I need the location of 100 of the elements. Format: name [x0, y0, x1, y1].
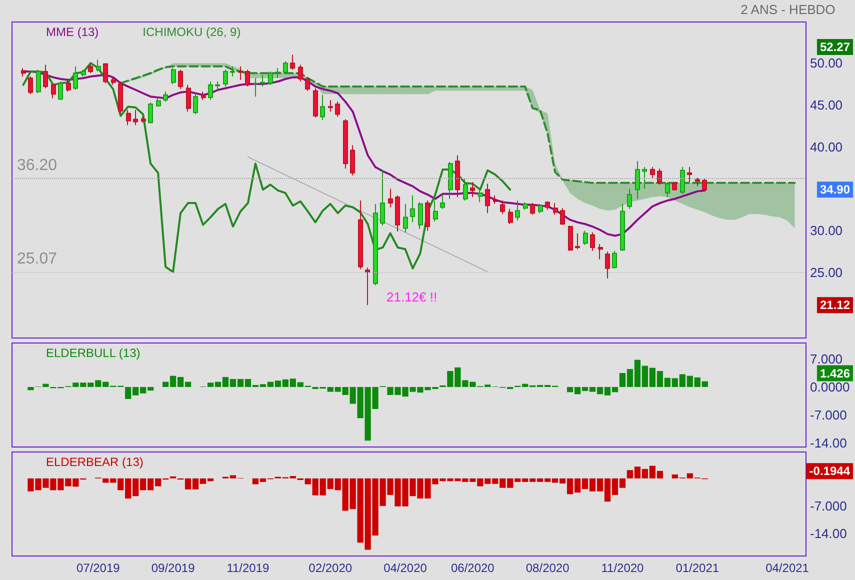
candlestick	[508, 208, 513, 225]
candlestick	[275, 68, 280, 79]
candlestick	[103, 62, 108, 84]
candlestick	[43, 64, 48, 89]
candlestick	[328, 99, 333, 112]
candlestick	[515, 200, 520, 222]
candlestick	[320, 94, 325, 121]
candlestick	[81, 69, 86, 77]
candlestick	[575, 232, 580, 250]
candlestick	[627, 188, 632, 210]
candlestick	[201, 91, 206, 100]
candlestick	[418, 202, 423, 230]
candlestick	[156, 98, 161, 108]
candlestick	[365, 267, 370, 306]
candlestick	[28, 76, 33, 95]
candlestick	[305, 76, 310, 92]
ref-line-label: 25.07	[17, 250, 58, 268]
x-tick-label: 09/2019	[151, 561, 196, 575]
candlestick	[493, 195, 498, 204]
x-tick-label: 07/2019	[76, 561, 120, 575]
x-tick-label: 01/2021	[676, 561, 720, 575]
candlestick	[223, 69, 228, 88]
candlestick	[583, 230, 588, 246]
candlestick	[260, 74, 265, 88]
candlestick	[96, 59, 101, 72]
candlestick	[485, 183, 490, 214]
text: 52.27	[820, 40, 850, 54]
candlestick	[687, 166, 692, 183]
candlestick	[141, 116, 146, 124]
candlestick	[635, 160, 640, 200]
candlestick	[568, 225, 573, 252]
y-tick-label: 50.00	[810, 56, 843, 71]
candlestick	[523, 202, 528, 210]
candlestick	[163, 91, 168, 102]
text: 34.90	[820, 182, 850, 197]
x-tick-label: 06/2020	[450, 561, 495, 575]
y-tick-label: 40.00	[810, 139, 843, 154]
candlestick	[657, 168, 662, 186]
candlestick	[553, 202, 558, 216]
y-tick-label: 30.00	[810, 223, 843, 238]
series-label: ELDERBEAR (13)	[46, 455, 144, 469]
candlestick	[73, 66, 78, 90]
candlestick	[343, 118, 348, 170]
ref-line-label: 36.20	[17, 157, 58, 174]
candlestick	[620, 203, 625, 252]
candlestick	[410, 195, 415, 223]
candlestick	[118, 81, 123, 114]
y-tick-label: 45.00	[810, 97, 843, 112]
candlestick	[695, 177, 700, 187]
candlestick	[478, 188, 483, 203]
candlestick	[500, 200, 505, 214]
y-tick-label: -14.00	[810, 526, 847, 542]
candlestick	[313, 88, 318, 118]
candlestick	[133, 110, 138, 126]
candlestick	[650, 166, 655, 178]
candlestick	[335, 101, 340, 118]
series-label: ELDERBULL (13)	[46, 346, 140, 360]
candlestick	[395, 195, 400, 232]
candlestick	[672, 182, 677, 191]
candlestick	[470, 182, 475, 198]
x-tick-label: 04/2020	[384, 561, 428, 575]
candlestick	[455, 154, 460, 198]
y-tick-label: 7.000	[810, 352, 843, 366]
x-tick-label: 04/2021	[766, 561, 810, 575]
candlestick	[126, 110, 131, 126]
candlestick	[148, 102, 153, 124]
candlestick	[538, 203, 543, 214]
candlestick	[245, 69, 250, 88]
text: 21.12	[820, 298, 850, 312]
candlestick	[530, 202, 535, 216]
annotation: 21.12€ !!	[386, 290, 438, 305]
candlestick	[612, 250, 617, 269]
candlestick	[193, 92, 198, 115]
y-tick-label: -7.000	[810, 498, 847, 514]
y-tick-label: 25.00	[810, 265, 843, 280]
text: -0.1944	[809, 464, 850, 478]
candlestick	[208, 81, 213, 100]
candlestick	[380, 170, 385, 226]
candlestick	[186, 84, 191, 112]
candlestick	[268, 70, 273, 86]
candlestick	[605, 251, 610, 279]
candlestick	[463, 178, 468, 202]
y-tick-label: 0.0000	[810, 380, 850, 394]
candlestick	[111, 76, 116, 86]
candlestick	[702, 178, 707, 191]
candlestick	[598, 244, 603, 260]
y-tick-label: -14.00	[810, 436, 847, 450]
candlestick	[290, 54, 295, 70]
candlestick	[440, 194, 445, 210]
x-tick-label: 08/2020	[526, 561, 570, 575]
candlestick	[448, 161, 453, 200]
text: MME (13)	[46, 25, 99, 39]
candlestick	[590, 232, 595, 252]
candlestick	[215, 81, 220, 90]
line-series	[120, 65, 796, 184]
candlestick	[560, 208, 565, 226]
candlestick	[425, 200, 430, 232]
candlestick	[665, 182, 670, 198]
candlestick	[178, 69, 183, 90]
candlestick	[21, 68, 26, 77]
